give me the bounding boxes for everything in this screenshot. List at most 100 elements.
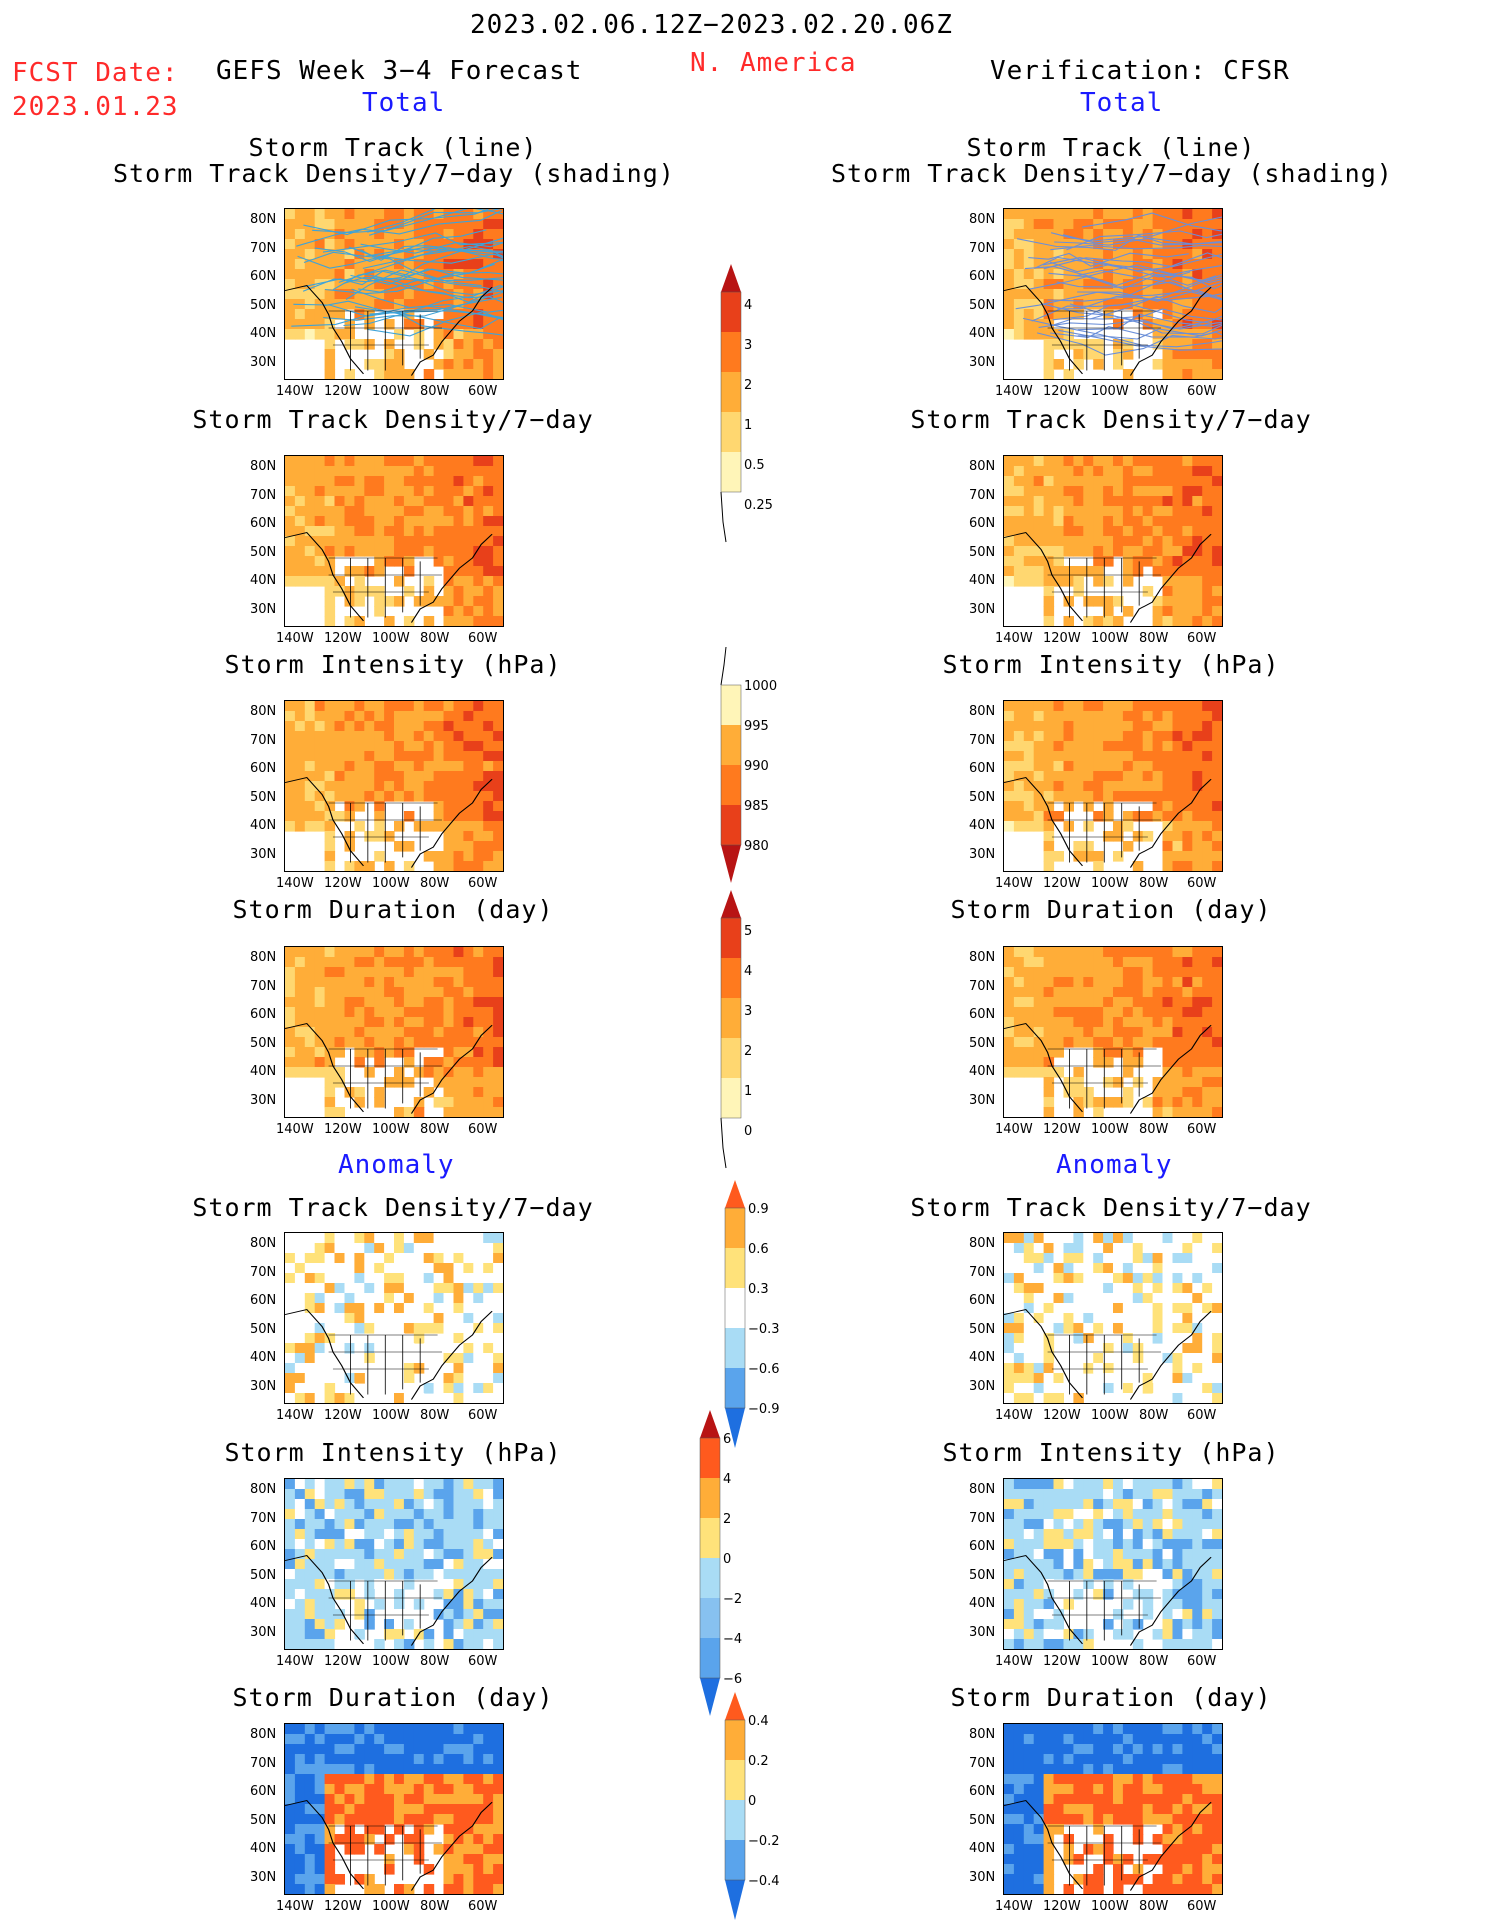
colorbar-intensity-anom-graphic [699,1410,721,1716]
lon-tick-label: 140W [995,1408,1033,1423]
cb-density-total-6: 0.25 [744,498,773,513]
cb-intensity-anom-5: −2 [723,1592,743,1607]
lon-tick-label: 140W [276,631,314,646]
lon-tick-label: 140W [995,1899,1033,1914]
lat-tick-label: 70N [250,1755,277,1771]
lon-tick-label: 100W [1091,1654,1129,1669]
lat-tick-label: 40N [969,1596,996,1611]
colorbar-duration-anom: 0.4 0.2 0 −0.2 −0.4 [720,1690,820,1922]
lat-tick-label: 40N [250,1841,277,1856]
lat-tick-label: 40N [969,1064,996,1079]
lon-tick-label: 60W [1187,1408,1217,1423]
lon-tick-label: 120W [1043,384,1081,399]
lon-tick-label: 60W [468,384,498,399]
lat-tick-label: 50N [969,789,996,805]
lat-tick-label: 60N [969,1007,996,1022]
lon-tick-label: 100W [1091,876,1129,891]
lon-tick-label: 140W [995,1122,1033,1137]
colorbar-density-total-graphic [720,264,742,543]
cb-intensity-anom-2: 4 [723,1472,732,1487]
map-right-6 [1003,1478,1223,1650]
map-right-3 [1003,700,1223,872]
map-right-7 [1003,1723,1223,1895]
lat-tick-label: 80N [969,212,996,227]
lat-tick-label: 30N [250,1869,277,1885]
cb-duration-total-6: 0 [744,1124,753,1139]
lat-tick-label: 30N [969,601,996,617]
cb-density-anom-2: 0.6 [748,1242,769,1257]
lat-tick-label: 50N [250,1035,277,1051]
lon-tick-label: 100W [372,1654,410,1669]
lon-tick-label: 140W [995,384,1033,399]
lon-tick-label: 80W [420,876,450,891]
lat-tick-label: 80N [969,459,996,474]
map-right-1 [1003,208,1223,380]
lon-tick-label: 120W [324,876,362,891]
map-graphic [1004,1724,1222,1894]
cb-duration-total-4: 2 [744,1044,753,1059]
lat-tick-label: 80N [969,1727,996,1742]
cb-duration-anom-5: −0.4 [748,1874,780,1889]
lat-tick-label: 80N [969,1236,996,1251]
lat-tick-label: 60N [969,1539,996,1554]
lat-tick-label: 50N [969,1812,996,1828]
fcst-date-value: 2023.01.23 [12,92,179,122]
map-right-5 [1003,1232,1223,1404]
right-duration-title: Storm Duration (day) [950,895,1272,924]
colorbar-density-total: 4 3 2 1 0.5 0.25 [716,262,816,547]
map-right-4 [1003,946,1223,1118]
total-label-right: Total [1080,88,1164,118]
lat-tick-label: 50N [250,789,277,805]
cb-duration-total-2: 4 [744,964,753,979]
cb-density-total-5: 0.5 [744,458,765,473]
lat-tick-label: 60N [250,269,277,284]
verification-title: Verification: CFSR [990,56,1290,86]
lat-tick-label: 50N [250,1321,277,1337]
lat-tick-label: 50N [969,544,996,560]
lon-tick-label: 140W [276,1899,314,1914]
left-anom-density-title: Storm Track Density/7−day [192,1193,594,1222]
lon-tick-label: 100W [372,1122,410,1137]
map-graphic [1004,947,1222,1117]
lat-tick-label: 80N [969,1482,996,1497]
lat-tick-label: 30N [250,846,277,862]
total-label-left: Total [362,88,446,118]
lon-tick-label: 120W [324,1899,362,1914]
map-left-4 [284,946,504,1118]
lon-tick-label: 80W [1139,631,1169,646]
lat-tick-label: 40N [250,818,277,833]
left-track-title-2: Storm Track Density/7−day (shading) [113,159,675,188]
map-graphic [285,209,503,379]
lat-tick-label: 60N [250,761,277,776]
lat-tick-label: 60N [250,1539,277,1554]
colorbar-density-anom-graphic [724,1180,746,1448]
lat-tick-label: 30N [969,846,996,862]
right-anom-intensity-title: Storm Intensity (hPa) [942,1438,1280,1467]
lon-tick-label: 80W [420,1408,450,1423]
cb-intensity-total-2: 995 [744,719,769,734]
lat-tick-label: 70N [969,1755,996,1771]
cb-duration-anom-3: 0 [748,1794,757,1809]
lon-tick-label: 60W [468,631,498,646]
lat-tick-label: 30N [250,1092,277,1108]
lat-tick-label: 40N [250,1596,277,1611]
lat-tick-label: 50N [250,297,277,313]
cb-intensity-anom-7: −6 [723,1672,743,1687]
map-graphic [1004,1233,1222,1403]
cb-duration-total-1: 5 [744,924,753,939]
lon-tick-label: 80W [1139,1654,1169,1669]
cb-intensity-total-3: 990 [744,759,769,774]
left-track-title-1: Storm Track (line) [248,133,538,162]
map-left-5 [284,1232,504,1404]
lon-tick-label: 100W [1091,1122,1129,1137]
left-density-title: Storm Track Density/7−day [192,405,594,434]
cb-density-anom-6: −0.9 [748,1402,780,1417]
lat-tick-label: 40N [250,1064,277,1079]
lon-tick-label: 120W [1043,1122,1081,1137]
colorbar-intensity-total-graphic [720,646,742,883]
lon-tick-label: 60W [468,1654,498,1669]
lat-tick-label: 40N [250,1350,277,1365]
lon-tick-label: 80W [420,631,450,646]
lat-tick-label: 50N [969,297,996,313]
lat-tick-label: 70N [250,240,277,256]
